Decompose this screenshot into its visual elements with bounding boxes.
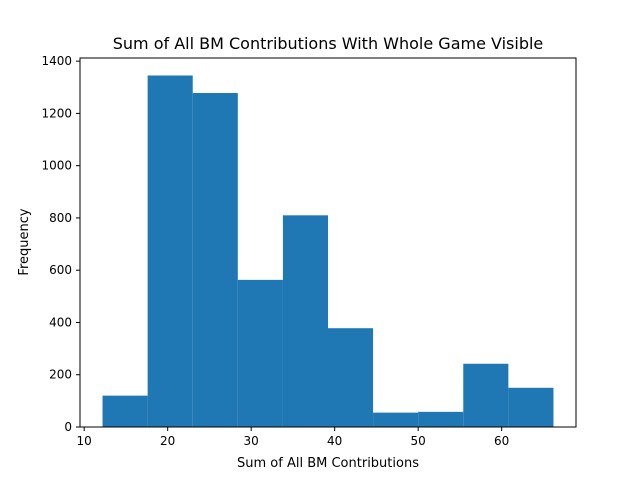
y-tick-label-0: 0 <box>64 420 72 434</box>
x-tick-label-4: 50 <box>411 434 426 448</box>
x-tick-label-3: 40 <box>327 434 342 448</box>
y-tick-label-1: 200 <box>49 368 72 382</box>
histogram-bar-2 <box>192 93 238 428</box>
plot-frame <box>79 57 577 428</box>
y-tick-label-5: 1000 <box>41 159 72 173</box>
y-tick-label-2: 400 <box>49 315 72 329</box>
x-tick-label-5: 60 <box>494 434 509 448</box>
x-tick-label-1: 20 <box>160 434 175 448</box>
histogram-bar-3 <box>237 279 283 427</box>
x-tick-label-2: 30 <box>244 434 259 448</box>
histogram-bar-7 <box>418 411 464 427</box>
x-axis-ticks: 10 20 30 40 50 60 <box>77 427 509 448</box>
histogram-bar-6 <box>373 412 419 427</box>
y-tick-label-4: 800 <box>49 211 72 225</box>
bars-group <box>102 75 554 428</box>
x-tick-label-0: 10 <box>77 434 92 448</box>
x-axis-label: Sum of All BM Contributions <box>237 456 419 471</box>
y-tick-label-6: 1200 <box>41 106 72 120</box>
histogram-bar-8 <box>463 363 509 427</box>
y-axis-ticks: 0 200 400 600 800 1000 1200 1400 <box>41 54 80 434</box>
y-tick-label-3: 600 <box>49 263 72 277</box>
histogram-bar-9 <box>508 387 554 427</box>
histogram-bar-5 <box>328 328 374 427</box>
histogram-bar-1 <box>147 75 193 427</box>
chart-title: Sum of All BM Contributions With Whole G… <box>113 34 544 53</box>
y-axis-label: Frequency <box>17 208 32 275</box>
histogram-bar-0 <box>102 395 148 427</box>
histogram-bar-4 <box>282 215 328 427</box>
y-tick-label-7: 1400 <box>41 54 72 68</box>
